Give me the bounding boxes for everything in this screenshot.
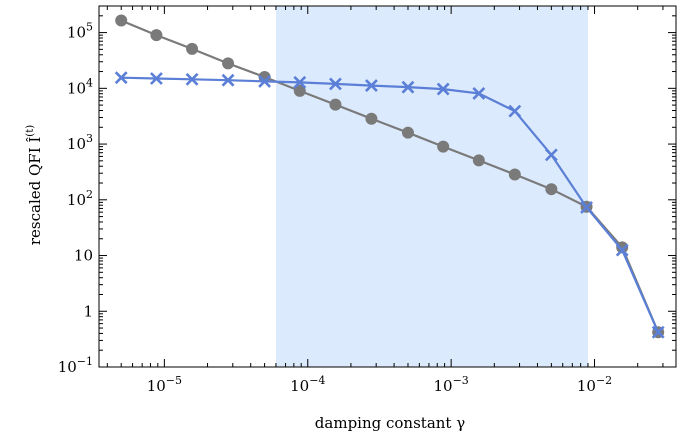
series-cross-point (508, 104, 522, 118)
series-cross-point (436, 82, 450, 96)
x-tick-label: 10−3 (433, 374, 468, 395)
y-tick-label: 102 (67, 188, 93, 209)
series-circle-point (365, 112, 378, 125)
series-circle-point (115, 14, 128, 27)
y-tick-label: 105 (67, 21, 93, 42)
plot-frame (98, 5, 677, 368)
cross-mark (221, 73, 235, 87)
series-cross-point (329, 77, 342, 91)
series-cross-point (149, 72, 163, 85)
series-cross-point (114, 71, 128, 85)
cross-mark (114, 71, 128, 85)
series-cross-line (121, 76, 660, 333)
cross-mark (185, 72, 199, 86)
x-tick-label: 10−4 (290, 374, 325, 395)
cross-mark (580, 200, 593, 214)
series-cross-point (293, 75, 307, 89)
cross-mark (258, 75, 272, 88)
x-axis-label: damping constant γ (315, 414, 465, 432)
series-cross-point (221, 73, 235, 87)
series-cross-point (580, 200, 593, 214)
cross-mark (472, 87, 486, 100)
series-circle-point (329, 98, 342, 111)
series-circle-point (222, 57, 235, 70)
y-tick-label: 104 (67, 76, 93, 97)
y-tick-label: 10−1 (58, 355, 93, 376)
series-circle-line (120, 19, 660, 333)
series-cross-point (258, 75, 272, 88)
cross-mark (508, 104, 522, 118)
cross-mark (651, 325, 665, 339)
y-tick-label: 103 (67, 132, 93, 153)
series-circle-point (437, 140, 450, 153)
y-tick-label: 1 (83, 302, 93, 320)
x-tick-label: 10−5 (147, 374, 182, 395)
series-cross-point (651, 325, 665, 339)
series-circle-point (293, 84, 306, 97)
series-circle-point (401, 126, 414, 139)
series-circle-point (472, 154, 485, 167)
series-cross-point (472, 87, 486, 100)
cross-mark (365, 79, 378, 93)
series-circle-point (186, 42, 199, 55)
shaded-region (275, 6, 588, 367)
cross-mark (329, 77, 342, 91)
series-cross-point (365, 79, 378, 93)
series-cross-point (544, 148, 558, 162)
series-circle-point (616, 241, 629, 254)
series-circle-point (150, 29, 163, 42)
series-cross-point (615, 243, 629, 257)
x-tick-label: 10−2 (577, 374, 612, 395)
cross-mark (401, 80, 415, 94)
series-circle-point (508, 168, 521, 181)
series-cross-point (185, 72, 199, 86)
y-axis-label: rescaled QFI Î(t) (25, 125, 44, 245)
cross-mark (293, 75, 307, 89)
cross-mark (615, 243, 629, 257)
cross-mark (544, 148, 558, 162)
cross-mark (149, 72, 163, 85)
cross-mark (436, 82, 450, 96)
y-tick-label: 10 (74, 247, 93, 265)
series-circle-point (545, 183, 558, 196)
series-cross-point (401, 80, 415, 94)
